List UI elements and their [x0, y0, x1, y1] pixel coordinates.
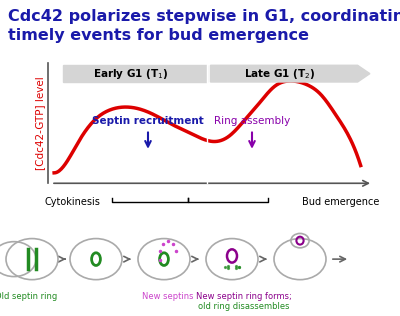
- Text: New septins: New septins: [142, 292, 194, 301]
- Text: Early G1 (T$_1$): Early G1 (T$_1$): [93, 67, 168, 81]
- Bar: [63, 65, 208, 82]
- Text: Old septin ring: Old septin ring: [0, 292, 57, 301]
- Text: old ring disassembles: old ring disassembles: [198, 302, 290, 311]
- Y-axis label: [Cdc42-GTP] level: [Cdc42-GTP] level: [35, 76, 45, 170]
- FancyArrow shape: [210, 65, 370, 82]
- Text: Late G1 (T$_2$): Late G1 (T$_2$): [244, 67, 315, 81]
- Text: Ring assembly: Ring assembly: [214, 116, 290, 126]
- Text: New septin ring forms;: New septin ring forms;: [196, 292, 292, 312]
- Text: Bud emergence: Bud emergence: [302, 197, 379, 207]
- Text: Septin recruitment: Septin recruitment: [92, 116, 204, 126]
- Text: Cytokinesis: Cytokinesis: [45, 197, 100, 207]
- Text: Cdc42 polarizes stepwise in G1, coordinating
timely events for bud emergence: Cdc42 polarizes stepwise in G1, coordina…: [8, 9, 400, 43]
